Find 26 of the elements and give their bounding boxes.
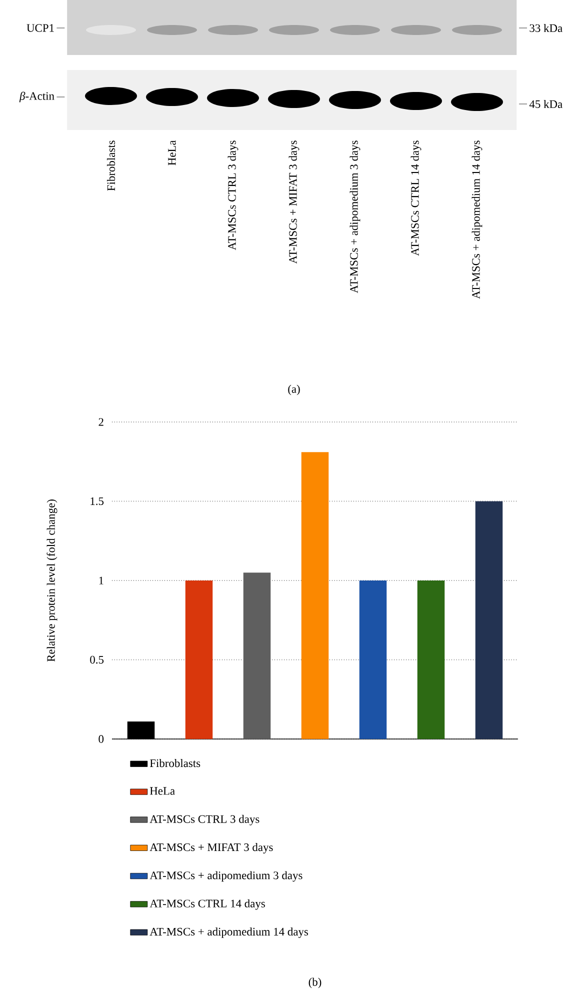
category-label: AT-MSCs CTRL 3 days <box>228 140 238 250</box>
legend-label: HeLa <box>150 787 175 795</box>
text: β-Actin <box>19 92 54 102</box>
y-tick-label: 1.5 <box>90 497 104 506</box>
text: (b) <box>308 978 322 988</box>
text: 45 kDa <box>529 100 562 108</box>
y-tick-label: 0 <box>98 735 104 743</box>
category-label: HeLa <box>168 140 176 166</box>
legend-label: AT-MSCs CTRL 3 days <box>150 814 260 826</box>
legend-label: AT-MSCs + adipomedium 3 days <box>150 871 302 882</box>
category-label: AT-MSCs + MIFAT 3 days <box>288 140 300 264</box>
category-label: AT-MSCs + adipomedium 14 days <box>472 140 482 299</box>
y-tick-label: 0.5 <box>90 656 104 664</box>
text: 33 kDa <box>530 24 562 32</box>
legend-label: Fibroblasts <box>150 759 200 768</box>
legend-label: AT-MSCs CTRL 14 days <box>150 899 265 910</box>
y-tick-label: 1 <box>99 576 104 584</box>
text: (a) <box>288 384 300 396</box>
category-label: AT-MSCs + adipomedium 3 days <box>350 140 360 294</box>
category-label: Fibroblasts <box>106 140 116 191</box>
y-axis-title: Relative protein level (fold change) <box>46 500 58 662</box>
category-label: AT-MSCs CTRL 14 days <box>410 140 422 256</box>
legend-label: AT-MSCs + adipomedium 14 days <box>150 927 308 938</box>
text: UCP1 <box>26 24 54 32</box>
legend-label: AT-MSCs + MIFAT 3 days <box>150 843 273 854</box>
y-tick-label: 2 <box>98 418 104 426</box>
